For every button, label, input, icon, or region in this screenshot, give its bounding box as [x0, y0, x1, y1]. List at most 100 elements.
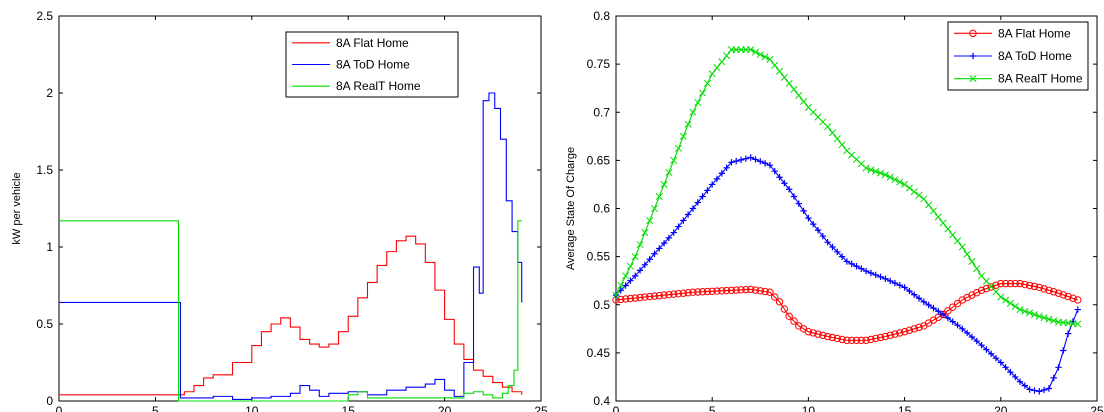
data-point [1060, 347, 1067, 354]
x-tick-label: 20 [994, 404, 1008, 412]
data-point [915, 323, 923, 332]
data-point [747, 46, 755, 54]
series-8a-flat-home [59, 235, 523, 396]
data-point [1040, 386, 1048, 394]
y-tick-label: 0.4 [593, 394, 610, 408]
data-point [713, 64, 721, 72]
data-point [632, 272, 639, 280]
data-point [785, 312, 793, 320]
data-point [886, 331, 894, 340]
data-point [862, 164, 870, 172]
data-point [867, 269, 875, 277]
series-8a-flat-home [612, 279, 1082, 345]
data-point [679, 289, 688, 297]
data-point [742, 285, 750, 294]
data-point [761, 160, 769, 167]
data-point [977, 286, 986, 295]
data-point [675, 223, 682, 230]
data-point [1016, 378, 1024, 385]
data-point [1045, 286, 1053, 295]
data-point [732, 286, 740, 294]
data-point [911, 291, 918, 298]
data-point [896, 178, 904, 186]
data-point [776, 174, 783, 181]
data-point [752, 156, 759, 163]
data-point [713, 287, 721, 295]
data-point [751, 286, 760, 294]
data-point [953, 237, 962, 245]
data-point [925, 301, 932, 309]
data-point [978, 341, 985, 349]
data-point [684, 120, 692, 128]
data-point [775, 298, 784, 306]
data-point [800, 207, 807, 215]
data-point [920, 195, 928, 203]
data-point [1026, 386, 1033, 393]
data-point [896, 329, 904, 337]
legend: 8A Flat Home 8A ToD Home 8A RealT Home [285, 31, 459, 98]
data-point [1002, 296, 1010, 304]
data-point [656, 245, 663, 252]
data-point [727, 286, 736, 295]
data-point [1069, 294, 1077, 302]
data-point [780, 73, 788, 81]
data-point [641, 229, 649, 237]
data-point [935, 308, 942, 315]
series-line [59, 235, 523, 396]
series-8a-tod-home [59, 92, 523, 401]
data-point [1002, 364, 1009, 371]
data-point [694, 99, 702, 107]
data-point [636, 293, 644, 302]
data-point [872, 167, 880, 175]
data-point [833, 135, 841, 143]
data-point [973, 265, 981, 273]
data-point [617, 295, 625, 304]
y-tick-label: 0.45 [587, 346, 611, 360]
data-point [824, 238, 831, 246]
data-point [650, 204, 659, 213]
legend-label: 8A RealT Home [998, 72, 1083, 86]
data-point [780, 305, 789, 313]
data-point [1007, 368, 1014, 376]
x-tick-label: 10 [802, 404, 816, 412]
data-point [626, 294, 635, 303]
data-point [949, 318, 956, 325]
y-tick-label: 0.8 [593, 9, 610, 23]
data-point [987, 283, 995, 291]
data-point [953, 299, 962, 308]
data-point [906, 287, 913, 295]
x-tick-label: 10 [245, 404, 259, 412]
data-point [1012, 373, 1019, 381]
data-point [636, 241, 644, 249]
data-point [689, 108, 697, 116]
data-point [1025, 281, 1034, 290]
data-point [747, 154, 754, 161]
data-point [660, 239, 668, 247]
data-point [1045, 315, 1053, 323]
data-point [636, 267, 644, 274]
data-point [872, 334, 880, 343]
data-point [1031, 387, 1038, 394]
data-point [1036, 388, 1043, 395]
data-point [1054, 289, 1063, 297]
data-point [1074, 296, 1082, 304]
data-point [757, 158, 764, 165]
data-point [660, 291, 668, 299]
data-point [718, 287, 726, 295]
data-point [828, 333, 837, 342]
data-point [944, 307, 952, 315]
data-point [617, 281, 625, 290]
data-point [882, 275, 889, 282]
data-point [997, 279, 1005, 288]
data-point [862, 267, 870, 275]
data-point [900, 328, 909, 336]
data-point [987, 350, 995, 358]
data-point [934, 213, 942, 221]
data-point [833, 334, 841, 343]
data-point [929, 207, 938, 215]
data-point [910, 325, 918, 333]
data-point [901, 180, 909, 188]
y-axis-label: Average State Of Charge [565, 147, 577, 270]
data-point [968, 257, 976, 265]
data-point [814, 226, 822, 234]
